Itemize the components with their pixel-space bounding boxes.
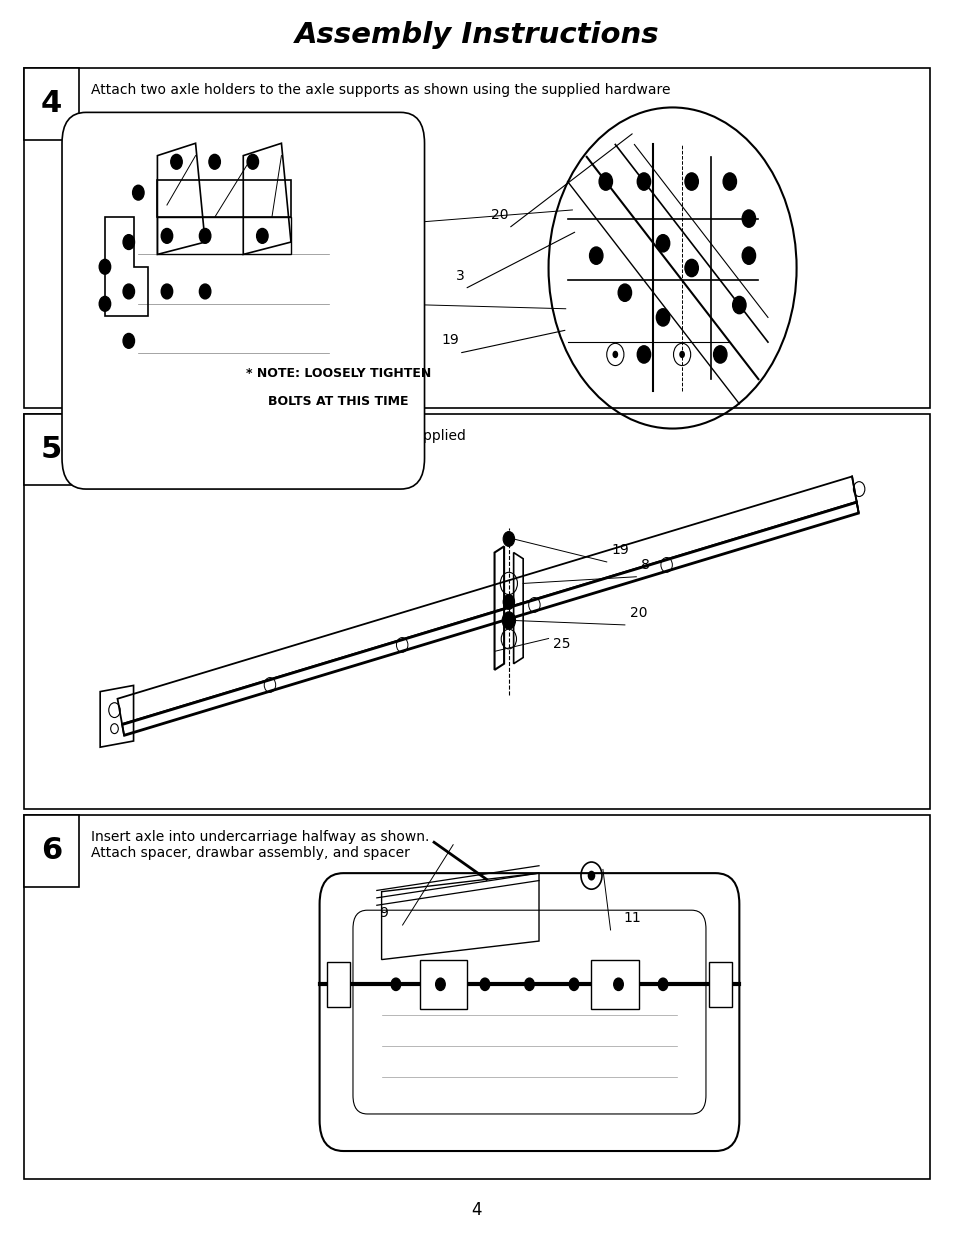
Circle shape xyxy=(123,333,134,348)
Text: * NOTE: LOOSELY TIGHTEN: * NOTE: LOOSELY TIGHTEN xyxy=(246,367,431,380)
Circle shape xyxy=(132,185,144,200)
Circle shape xyxy=(713,346,726,363)
FancyBboxPatch shape xyxy=(419,960,467,1009)
Circle shape xyxy=(436,978,445,990)
Circle shape xyxy=(741,210,755,227)
Circle shape xyxy=(722,173,736,190)
FancyBboxPatch shape xyxy=(708,962,731,1007)
FancyBboxPatch shape xyxy=(591,960,639,1009)
Circle shape xyxy=(598,173,612,190)
FancyBboxPatch shape xyxy=(24,68,79,140)
Circle shape xyxy=(587,871,595,881)
Text: 5: 5 xyxy=(41,435,62,464)
Circle shape xyxy=(99,296,111,311)
FancyBboxPatch shape xyxy=(24,68,929,408)
Text: 3: 3 xyxy=(456,269,464,283)
Text: Assembly Instructions: Assembly Instructions xyxy=(294,21,659,48)
Text: 6: 6 xyxy=(41,836,62,866)
Circle shape xyxy=(256,228,268,243)
FancyBboxPatch shape xyxy=(24,414,929,809)
Circle shape xyxy=(656,309,669,326)
Circle shape xyxy=(171,154,182,169)
Text: 25: 25 xyxy=(553,637,570,651)
Circle shape xyxy=(209,154,220,169)
Circle shape xyxy=(569,978,578,990)
Text: 4: 4 xyxy=(41,89,62,119)
Text: Insert axle into undercarriage halfway as shown.
Attach spacer, drawbar assembly: Insert axle into undercarriage halfway a… xyxy=(91,830,429,860)
Circle shape xyxy=(199,228,211,243)
Circle shape xyxy=(589,247,602,264)
Circle shape xyxy=(502,531,514,546)
Circle shape xyxy=(741,247,755,264)
Circle shape xyxy=(123,235,134,249)
Circle shape xyxy=(679,351,684,358)
Text: BOLTS AT THIS TIME: BOLTS AT THIS TIME xyxy=(268,394,409,408)
Text: 20: 20 xyxy=(491,209,508,222)
Text: 4: 4 xyxy=(471,1202,482,1219)
Circle shape xyxy=(658,978,667,990)
FancyBboxPatch shape xyxy=(62,112,424,489)
FancyBboxPatch shape xyxy=(327,962,350,1007)
Text: Attach latch angle to drawbar assembly with supplied
hardware as shown: Attach latch angle to drawbar assembly w… xyxy=(91,429,465,458)
FancyBboxPatch shape xyxy=(24,815,79,887)
Circle shape xyxy=(732,296,745,314)
FancyBboxPatch shape xyxy=(24,815,929,1179)
Circle shape xyxy=(247,154,258,169)
Circle shape xyxy=(99,259,111,274)
Circle shape xyxy=(501,611,515,629)
Circle shape xyxy=(684,259,698,277)
Circle shape xyxy=(479,978,489,990)
Text: 19: 19 xyxy=(611,543,629,557)
Circle shape xyxy=(524,978,534,990)
FancyBboxPatch shape xyxy=(24,414,79,485)
Circle shape xyxy=(637,173,650,190)
Circle shape xyxy=(199,284,211,299)
FancyBboxPatch shape xyxy=(353,910,705,1114)
Circle shape xyxy=(613,978,622,990)
Circle shape xyxy=(684,173,698,190)
Circle shape xyxy=(391,978,400,990)
Circle shape xyxy=(161,284,172,299)
Text: 19: 19 xyxy=(440,333,458,347)
Circle shape xyxy=(618,284,631,301)
Circle shape xyxy=(161,228,172,243)
Circle shape xyxy=(656,235,669,252)
Text: 8: 8 xyxy=(640,558,649,572)
Circle shape xyxy=(612,351,618,358)
Circle shape xyxy=(123,284,134,299)
Text: 11: 11 xyxy=(623,911,641,925)
FancyBboxPatch shape xyxy=(319,873,739,1151)
Text: 20: 20 xyxy=(629,606,646,620)
Text: 9: 9 xyxy=(379,906,388,920)
Text: Attach two axle holders to the axle supports as shown using the supplied hardwar: Attach two axle holders to the axle supp… xyxy=(91,83,669,96)
Circle shape xyxy=(637,346,650,363)
Circle shape xyxy=(502,594,514,609)
